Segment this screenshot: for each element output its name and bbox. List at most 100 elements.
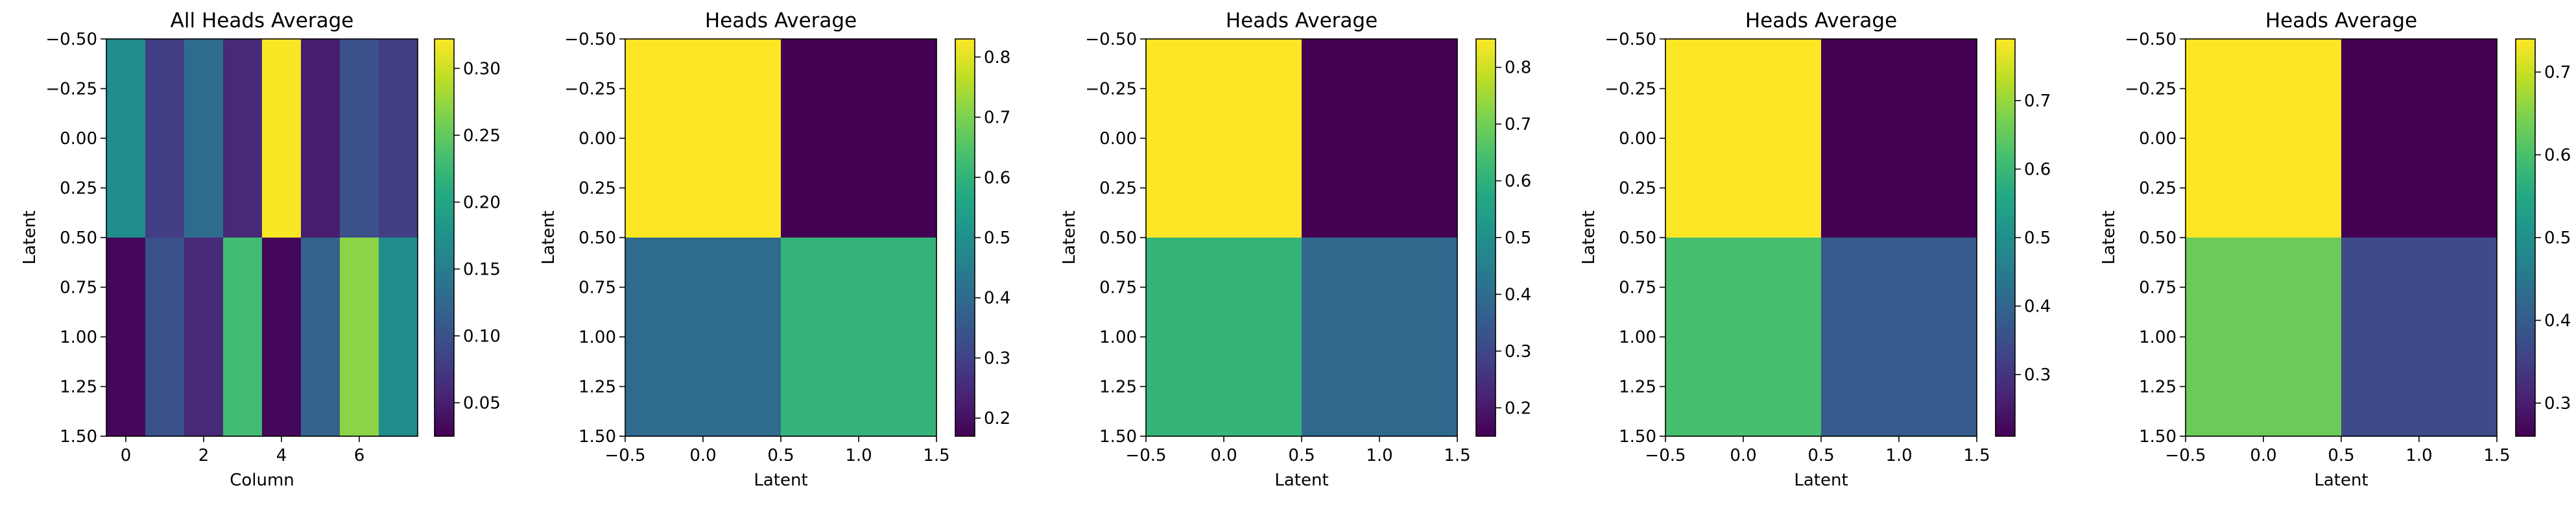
x-tick-label: 1.5 [923,446,949,465]
x-tick-label: 0.0 [1210,446,1237,465]
x-tick-label: 0.5 [1288,446,1315,465]
colorbar-tick-label: 0.3 [2024,365,2051,385]
y-tick-label: 1.25 [1619,378,1656,397]
colorbar-tick-label: 0.7 [1505,115,1531,134]
heatmap-cell [781,238,937,437]
heatmap-cell [145,39,185,238]
chart-title: Heads Average [1745,9,1897,32]
heatmap-cell [2186,238,2342,437]
heatmap-cell [184,238,224,437]
chart-title: Heads Average [2265,9,2417,32]
y-tick-label: 0.50 [1619,228,1656,248]
heatmap-cell [106,39,146,238]
y-tick-label: 1.50 [578,427,616,447]
heatmap-cell [262,39,302,238]
x-tick-label: 6 [354,446,365,465]
heatmap-cell [379,39,418,238]
heatmap-cell [1821,238,1977,437]
colorbar-tick-label: 0.7 [2544,63,2571,82]
heatmap-cell [781,39,937,238]
heatmap-cell [2341,238,2498,437]
heatmap-cell [1665,39,1822,238]
colorbar-tick-label: 0.3 [2544,394,2571,413]
y-tick-label: 0.50 [1099,228,1137,248]
heatmap-cell [262,238,302,437]
x-axis-label: Latent [2314,471,2368,490]
x-tick-label: 0.5 [2328,446,2354,465]
colorbar-tick-label: 0.05 [463,393,501,413]
x-tick-label: 0.0 [1730,446,1756,465]
colorbar-tick-label: 0.6 [2024,160,2051,179]
colorbar-tick-label: 0.4 [984,289,1010,308]
colorbar-frame [434,38,455,437]
heatmap-panel-4: −0.5 0.0 0.5 1.0 1.5 −0.50 −0.25 0.00 0.25 0.50 0.… [1579,9,2051,490]
x-tick-label: 1.0 [2405,446,2432,465]
colorbar [2516,39,2535,436]
y-tick-label: 0.25 [578,179,616,199]
heatmap-cell [1146,238,1302,437]
x-tick-label: 1.5 [1963,446,1990,465]
x-tick-label: 1.5 [2483,446,2510,465]
colorbar [435,39,454,436]
heatmap-cell [1665,238,1822,437]
y-axis-label: Latent [539,210,558,264]
y-tick-label: 0.25 [60,179,97,199]
heatmap-cell [184,39,224,238]
chart-title: Heads Average [705,9,857,32]
heatmap-cell [223,238,263,437]
colorbar-tick-label: 0.7 [2024,92,2051,111]
colorbar-tick-label: 0.3 [1505,342,1531,362]
heatmap-panel-2: −0.5 0.0 0.5 1.0 1.5 −0.50 −0.25 0.00 0.25 0.50 0.… [539,9,1010,490]
y-tick-label: 0.75 [578,278,616,298]
y-tick-label: 0.25 [1619,179,1656,199]
x-tick-label: 0.5 [1807,446,1834,465]
colorbar-tick-label: 0.6 [984,168,1010,188]
y-tick-label: 0.50 [60,228,97,248]
y-tick-label: 1.00 [578,328,616,347]
x-tick-label: 4 [276,446,287,465]
heatmap-cell [301,238,340,437]
x-tick-label: 0 [121,446,132,465]
y-axis-label: Latent [1579,210,1599,264]
colorbar-tick-label: 0.2 [984,409,1010,428]
colorbar [1996,39,2015,436]
heatmap-cell [2186,39,2342,238]
heatmap-cell [625,238,781,437]
x-tick-label: 0.0 [2250,446,2276,465]
heatmap-cell [340,238,379,437]
colorbar-tick-label: 0.4 [2544,312,2571,331]
y-tick-label: 0.00 [60,129,97,149]
x-tick-label: 1.0 [1366,446,1392,465]
colorbar-tick-label: 0.8 [984,48,1010,68]
colorbar-tick-label: 0.4 [2024,297,2051,317]
x-tick-label: −0.5 [1645,446,1686,465]
colorbar-tick-label: 0.6 [2544,146,2571,166]
heatmap-panel-1: 0 2 4 6 −0.50 −0.25 0.00 0.25 0.50 0.75 1.00 1.25 1.… [20,9,501,490]
y-tick-label: −0.50 [2125,30,2176,49]
colorbar-tick-label: 0.5 [1505,228,1531,248]
heatmap-cell [1146,39,1302,238]
colorbar [955,39,975,436]
y-tick-label: 0.50 [2139,228,2176,248]
x-axis-label: Latent [1794,471,1848,490]
y-tick-label: 0.75 [2139,278,2176,298]
colorbar-tick-label: 0.3 [984,349,1010,368]
x-axis-label: Latent [754,471,807,490]
heatmap-cell [379,238,418,437]
heatmap-cell [2341,39,2498,238]
y-tick-label: −0.25 [1085,80,1137,99]
colorbar-tick-label: 0.5 [984,228,1010,248]
y-tick-label: 0.25 [1099,179,1137,199]
colorbar-tick-label: 0.8 [1505,58,1531,78]
colorbar-tick-label: 0.30 [463,59,501,79]
y-tick-label: −0.25 [2125,80,2176,99]
y-tick-label: −0.25 [45,80,97,99]
colorbar-tick-label: 0.2 [1505,399,1531,418]
x-tick-label: 0.0 [689,446,716,465]
heatmap-cell [1302,39,1458,238]
y-tick-label: 0.50 [578,228,616,248]
y-tick-label: 1.50 [1619,427,1656,447]
y-tick-label: 0.00 [578,129,616,149]
y-tick-label: 0.25 [2139,179,2176,199]
heatmap-cell [145,238,185,437]
